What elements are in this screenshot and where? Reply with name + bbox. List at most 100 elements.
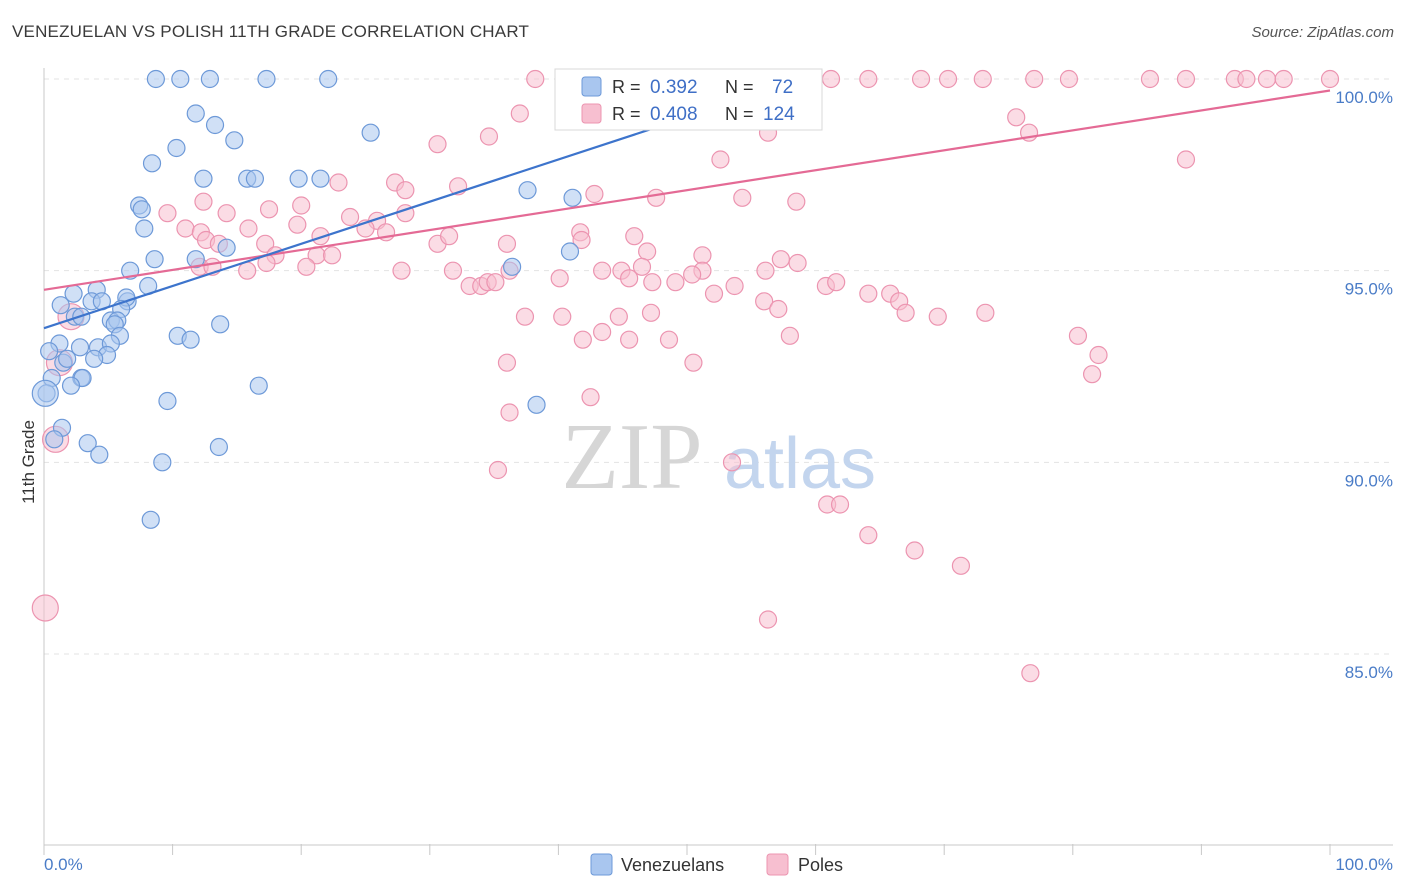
- poles-point: [573, 330, 592, 349]
- poles-r-value: 0.408: [650, 104, 698, 125]
- poles-point: [787, 192, 806, 211]
- poles-point: [1068, 326, 1088, 345]
- venezuelan-point: [205, 115, 225, 135]
- venezuelan-point: [319, 69, 338, 89]
- poles-point: [951, 556, 971, 575]
- poles-point: [684, 353, 703, 372]
- poles-point: [1320, 69, 1340, 89]
- poles-point: [666, 273, 685, 292]
- poles-point: [704, 284, 724, 303]
- poles-point: [859, 526, 878, 545]
- venezuelan-point: [167, 138, 186, 158]
- poles-point: [647, 188, 666, 207]
- venezuelan-point-large: [31, 379, 59, 407]
- venezuelan-point: [289, 169, 308, 188]
- chart-title: VENEZUELAN VS POLISH 11TH GRADE CORRELAT…: [12, 22, 530, 41]
- poles-point: [1059, 69, 1079, 89]
- poles-point: [311, 227, 330, 246]
- venezuelan-point: [132, 200, 151, 219]
- poles-point: [396, 181, 415, 200]
- y-axis-label: 11th Grade: [19, 420, 38, 504]
- poles-swatch: [581, 103, 602, 124]
- venezuelan-point: [78, 434, 97, 453]
- poles-point: [239, 219, 258, 238]
- poles-point: [1089, 345, 1108, 365]
- venezuelan-point: [90, 445, 109, 464]
- axes: [43, 68, 1393, 855]
- x-tick-label-max: 100.0%: [1335, 855, 1393, 874]
- poles-point: [340, 207, 360, 227]
- poles-point: [711, 150, 730, 169]
- poles-point: [428, 135, 447, 154]
- poles-point: [756, 261, 775, 280]
- venezuelan-swatch: [581, 76, 602, 97]
- poles-point: [488, 460, 508, 480]
- poles-point: [896, 303, 915, 322]
- poles-point: [500, 403, 519, 422]
- poles-point: [641, 303, 661, 322]
- venezuelan-r-value: 0.392: [650, 77, 698, 98]
- poles-point: [620, 269, 639, 288]
- poles-point: [238, 261, 257, 280]
- venezuelan-n-label: N =: [725, 77, 754, 97]
- poles-point: [973, 69, 992, 89]
- poles-point: [259, 200, 279, 219]
- poles-point: [288, 215, 307, 234]
- poles-point: [392, 261, 411, 280]
- venezuelan-point: [145, 250, 164, 269]
- poles-point: [550, 269, 569, 288]
- watermark: ZIP atlas: [562, 405, 877, 509]
- poles-points: [31, 69, 1340, 683]
- poles-point: [758, 610, 778, 629]
- venezuelan-r-label: R =: [612, 77, 641, 97]
- venezuelan-point: [361, 123, 380, 142]
- venezuelan-point: [135, 219, 154, 238]
- poles-point: [292, 196, 311, 215]
- y-tick-label: 85.0%: [1345, 663, 1393, 682]
- poles-point: [625, 227, 644, 246]
- poles-point: [439, 227, 459, 246]
- poles-point: [581, 388, 600, 407]
- poles-point: [769, 299, 788, 319]
- venezuelan-n-value: 72: [772, 77, 793, 98]
- poles-point: [821, 69, 841, 89]
- poles-point: [725, 276, 744, 296]
- poles-point: [593, 261, 612, 280]
- poles-point: [632, 257, 652, 276]
- poles-n-label: N =: [725, 104, 754, 124]
- poles-point: [733, 188, 752, 207]
- poles-point: [911, 69, 931, 89]
- poles-r-label: R =: [612, 104, 641, 124]
- poles-point: [1025, 69, 1044, 89]
- poles-point: [1082, 365, 1102, 384]
- poles-point: [722, 453, 742, 472]
- poles-point: [593, 322, 612, 342]
- poles-point: [553, 307, 572, 326]
- venezuelan-point: [563, 188, 582, 207]
- poles-point: [609, 307, 628, 326]
- poles-point: [771, 250, 790, 269]
- poles-point: [526, 69, 545, 89]
- poles-point: [1274, 69, 1293, 89]
- legend-venezuelans-label: Venezuelans: [621, 855, 724, 875]
- venezuelan-points: [31, 69, 582, 529]
- poles-point: [638, 242, 657, 261]
- poles-point: [1176, 150, 1196, 169]
- venezuelan-point: [225, 131, 244, 150]
- stats-legend-box: R = 0.392 N = 72 R = 0.408 N = 124: [554, 68, 823, 131]
- venezuelan-point: [70, 338, 90, 357]
- poles-point: [510, 104, 529, 123]
- legend-poles-swatch: [766, 853, 789, 876]
- poles-point: [659, 330, 679, 349]
- venezuelan-point: [186, 250, 205, 269]
- venezuelan-point: [85, 349, 104, 368]
- poles-point: [859, 284, 878, 303]
- poles-point-large: [31, 594, 59, 622]
- poles-point: [158, 204, 177, 223]
- poles-point: [755, 292, 774, 311]
- poles-point: [693, 246, 712, 265]
- poles-point: [297, 257, 316, 276]
- poles-point: [788, 253, 807, 273]
- poles-point: [683, 265, 702, 284]
- poles-n-value: 124: [763, 104, 795, 125]
